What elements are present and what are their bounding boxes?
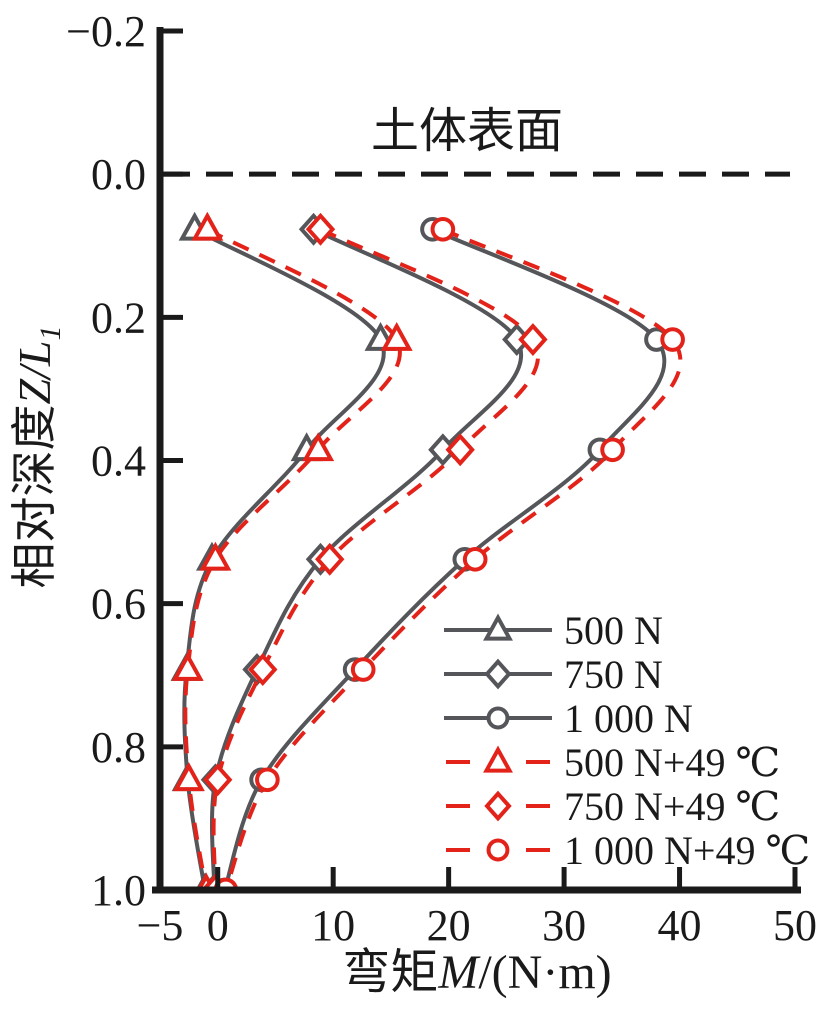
y-tick-label: 0.6 bbox=[91, 580, 146, 629]
y-axis-label: 相对深度Z/L1 bbox=[6, 197, 68, 717]
legend-item: 500 N+49 ℃ bbox=[442, 739, 810, 785]
triangle-marker bbox=[302, 432, 335, 462]
triangle-marker bbox=[171, 651, 204, 681]
x-tick-label: 10 bbox=[311, 901, 355, 950]
diamond-marker bbox=[518, 323, 548, 356]
y-tick-label: 0.4 bbox=[91, 437, 146, 486]
diamond-marker bbox=[203, 763, 233, 797]
legend-swatch-750N bbox=[444, 658, 552, 690]
triangle-marker bbox=[380, 321, 413, 351]
legend-label: 750 N+49 ℃ bbox=[564, 783, 781, 829]
triangle-marker bbox=[483, 613, 513, 641]
x-tick-label: 30 bbox=[542, 901, 586, 950]
x-axis-label-variable: M bbox=[438, 946, 479, 999]
diamond-marker bbox=[315, 542, 345, 576]
y-tick-label: 0.0 bbox=[91, 150, 146, 199]
x-tick-label: 20 bbox=[427, 901, 471, 950]
circle-marker bbox=[462, 546, 488, 572]
triangle-marker bbox=[483, 745, 513, 773]
legend: 500 N 750 N 1 000 N 500 N+49 ℃ 750 N+49 … bbox=[442, 607, 811, 873]
y-axis-label-variable: Z/L bbox=[9, 340, 60, 405]
y-tick-label: 1.0 bbox=[91, 866, 146, 915]
triangle-marker bbox=[191, 211, 224, 241]
plot-series-group bbox=[170, 211, 685, 893]
diamond-marker bbox=[248, 653, 278, 686]
y-axis-label-text: 相对深度 bbox=[9, 404, 60, 589]
diamond-marker bbox=[445, 433, 475, 467]
series-5 bbox=[213, 216, 685, 893]
circle-marker bbox=[255, 767, 280, 793]
soil-surface-label: 土体表面 bbox=[370, 105, 563, 158]
legend-label: 750 N bbox=[564, 651, 663, 697]
x-tick-label: −5 bbox=[137, 901, 184, 950]
circle-marker bbox=[660, 327, 685, 352]
series-3 bbox=[171, 211, 413, 893]
legend-item: 500 N bbox=[442, 607, 810, 653]
legend-swatch-1000N-49C bbox=[446, 838, 550, 862]
axes: −0.2 0.0 0.2 0.4 0.6 0.8 1.0−5 0 10 20 30 40 50 bbox=[66, 7, 817, 950]
x-axis-label-text: 弯矩 bbox=[342, 946, 439, 999]
x-tick-label: 50 bbox=[773, 901, 817, 950]
series-line-5 bbox=[223, 227, 683, 891]
legend-item: 1 000 N bbox=[442, 695, 810, 741]
circle-marker bbox=[486, 838, 510, 862]
x-tick-label: 40 bbox=[658, 901, 702, 950]
y-axis-label-subscript: 1 bbox=[34, 325, 68, 341]
legend-item: 1 000 N+49 ℃ bbox=[442, 827, 811, 873]
x-tick-label: 0 bbox=[207, 901, 229, 950]
legend-swatch-1000N bbox=[444, 706, 552, 730]
legend-swatch-500N bbox=[444, 613, 552, 641]
legend-item: 750 N bbox=[442, 651, 810, 697]
x-axis-label-unit: /(N·m) bbox=[478, 946, 612, 999]
y-tick-label: −0.2 bbox=[66, 7, 146, 56]
circle-marker bbox=[350, 657, 376, 682]
circle-marker bbox=[600, 437, 625, 463]
circle-marker bbox=[486, 706, 510, 730]
legend-label: 1 000 N bbox=[564, 695, 693, 741]
legend-swatch-750N-49C bbox=[446, 790, 550, 822]
triangle-marker bbox=[172, 762, 205, 792]
diamond-marker bbox=[305, 212, 336, 246]
legend-item: 750 N+49 ℃ bbox=[442, 783, 810, 829]
diamond-marker bbox=[484, 658, 512, 690]
legend-label: 1 000 N+49 ℃ bbox=[564, 827, 811, 873]
legend-label: 500 N bbox=[564, 607, 663, 653]
diamond-marker bbox=[484, 790, 512, 822]
x-axis-label: 弯矩M/(N·m) bbox=[227, 945, 727, 1001]
y-tick-label: 0.8 bbox=[91, 723, 146, 772]
circle-marker bbox=[430, 216, 456, 242]
y-tick-label: 0.2 bbox=[91, 293, 146, 342]
series-4 bbox=[200, 212, 548, 893]
triangle-marker bbox=[199, 541, 232, 571]
legend-swatch-500N-49C bbox=[446, 745, 550, 773]
legend-label: 500 N+49 ℃ bbox=[564, 739, 781, 785]
